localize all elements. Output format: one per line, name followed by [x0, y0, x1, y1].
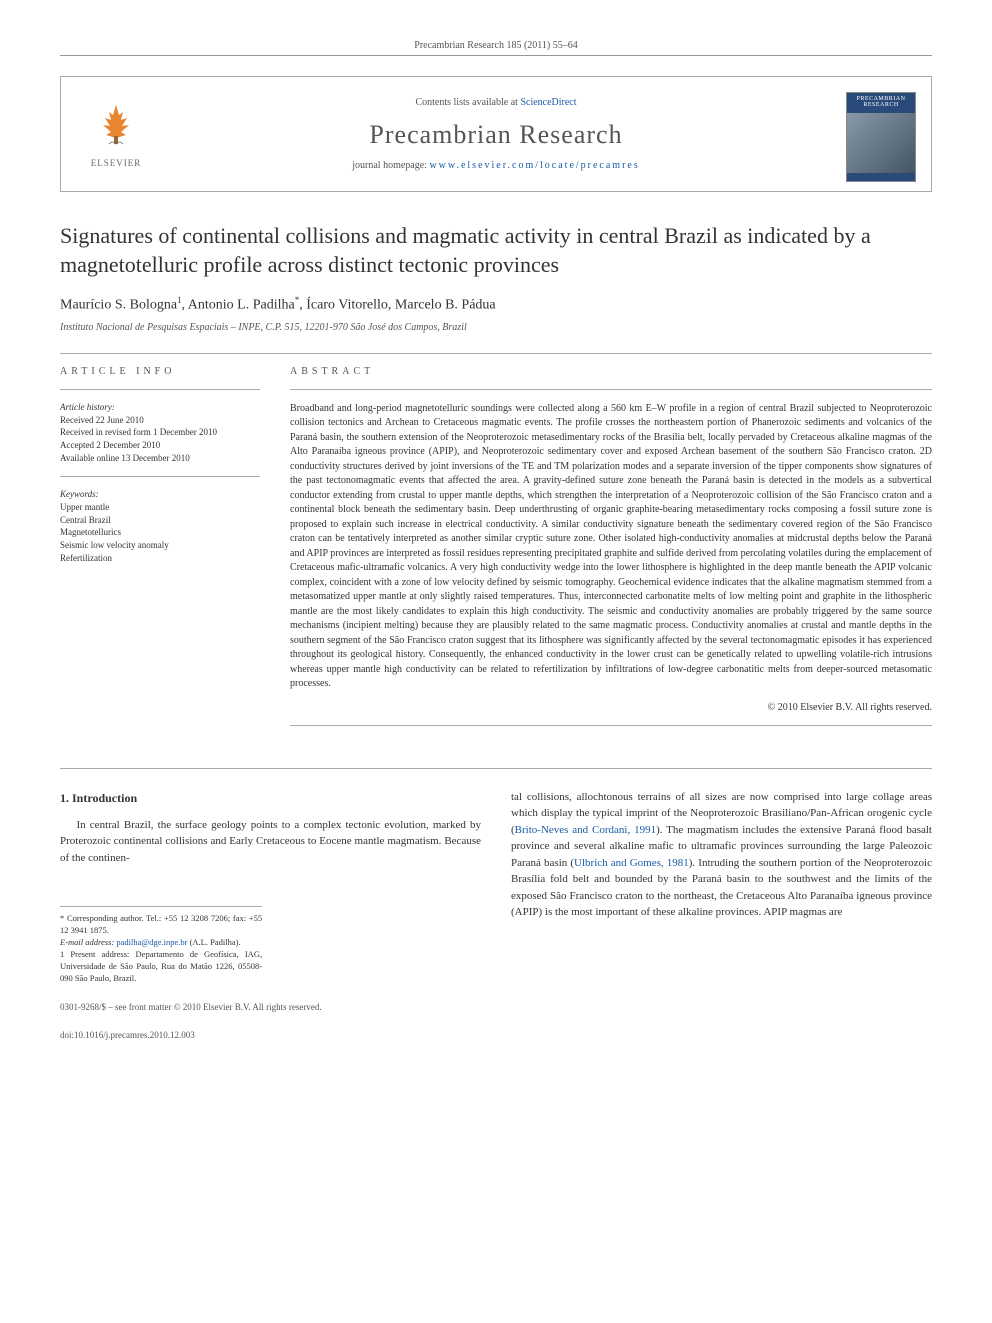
footer-doi: doi:10.1016/j.precamres.2010.12.003: [60, 1029, 481, 1042]
journal-title: Precambrian Research: [71, 120, 921, 150]
section-heading: 1. Introduction: [60, 789, 481, 807]
email-label: E-mail address:: [60, 937, 116, 947]
footer-copyright: 0301-9268/$ – see front matter © 2010 El…: [60, 1001, 481, 1014]
history-text: Received 22 June 2010Received in revised…: [60, 414, 260, 464]
keywords-text: Upper mantleCentral BrazilMagnetotelluri…: [60, 501, 260, 564]
citation-link[interactable]: Ulbrich and Gomes, 1981: [574, 857, 689, 869]
cover-label: PRECAMBRIAN RESEARCH: [847, 93, 915, 111]
abstract-heading: ABSTRACT: [290, 366, 932, 377]
left-column: 1. Introduction In central Brazil, the s…: [60, 789, 481, 1042]
present-address-note: 1 Present address: Departamento de Geofí…: [60, 949, 262, 985]
corresponding-author-note: * Corresponding author. Tel.: +55 12 320…: [60, 913, 262, 937]
article-info-heading: ARTICLE INFO: [60, 366, 260, 377]
contents-prefix: Contents lists available at: [415, 97, 520, 108]
elsevier-logo: ELSEVIER: [81, 100, 151, 168]
email-suffix: (A.L. Padilha).: [187, 937, 240, 947]
body-paragraph: tal collisions, allochtonous terrains of…: [511, 789, 932, 921]
divider: [290, 725, 932, 726]
sciencedirect-link[interactable]: ScienceDirect: [520, 97, 576, 108]
affiliation: Instituto Nacional de Pesquisas Espaciai…: [60, 322, 932, 333]
keywords-label: Keywords:: [60, 489, 260, 499]
journal-homepage-line: journal homepage: www.elsevier.com/locat…: [71, 160, 921, 171]
body-paragraph: In central Brazil, the surface geology p…: [60, 817, 481, 867]
running-header: Precambrian Research 185 (2011) 55–64: [60, 40, 932, 56]
article-info-column: ARTICLE INFO Article history: Received 2…: [60, 366, 260, 738]
section-title: Introduction: [72, 791, 137, 805]
elsevier-tree-icon: [91, 100, 141, 150]
copyright-line: © 2010 Elsevier B.V. All rights reserved…: [290, 702, 932, 713]
divider: [60, 389, 260, 390]
divider: [60, 353, 932, 354]
cover-image: [847, 113, 915, 173]
article-title: Signatures of continental collisions and…: [60, 222, 932, 279]
email-link[interactable]: padilha@dge.inpe.br: [116, 937, 187, 947]
section-number: 1.: [60, 791, 69, 805]
contents-available-line: Contents lists available at ScienceDirec…: [71, 97, 921, 108]
elsevier-text: ELSEVIER: [81, 158, 151, 168]
journal-cover-thumbnail: PRECAMBRIAN RESEARCH: [846, 92, 916, 182]
abstract-text: Broadband and long-period magnetotelluri…: [290, 402, 932, 692]
divider: [60, 768, 932, 769]
citation-link[interactable]: Brito-Neves and Cordani, 1991: [515, 824, 656, 836]
right-column: tal collisions, allochtonous terrains of…: [511, 789, 932, 1042]
authors-line: Maurício S. Bologna1, Antonio L. Padilha…: [60, 295, 932, 314]
body-two-column: 1. Introduction In central Brazil, the s…: [60, 789, 932, 1042]
footnotes: * Corresponding author. Tel.: +55 12 320…: [60, 906, 262, 984]
journal-header-box: ELSEVIER Contents lists available at Sci…: [60, 76, 932, 192]
homepage-link[interactable]: www.elsevier.com/locate/precamres: [429, 160, 639, 171]
abstract-column: ABSTRACT Broadband and long-period magne…: [290, 366, 932, 738]
history-label: Article history:: [60, 402, 260, 412]
divider: [60, 476, 260, 477]
email-line: E-mail address: padilha@dge.inpe.br (A.L…: [60, 937, 262, 949]
divider: [290, 389, 932, 390]
homepage-prefix: journal homepage:: [352, 160, 429, 171]
